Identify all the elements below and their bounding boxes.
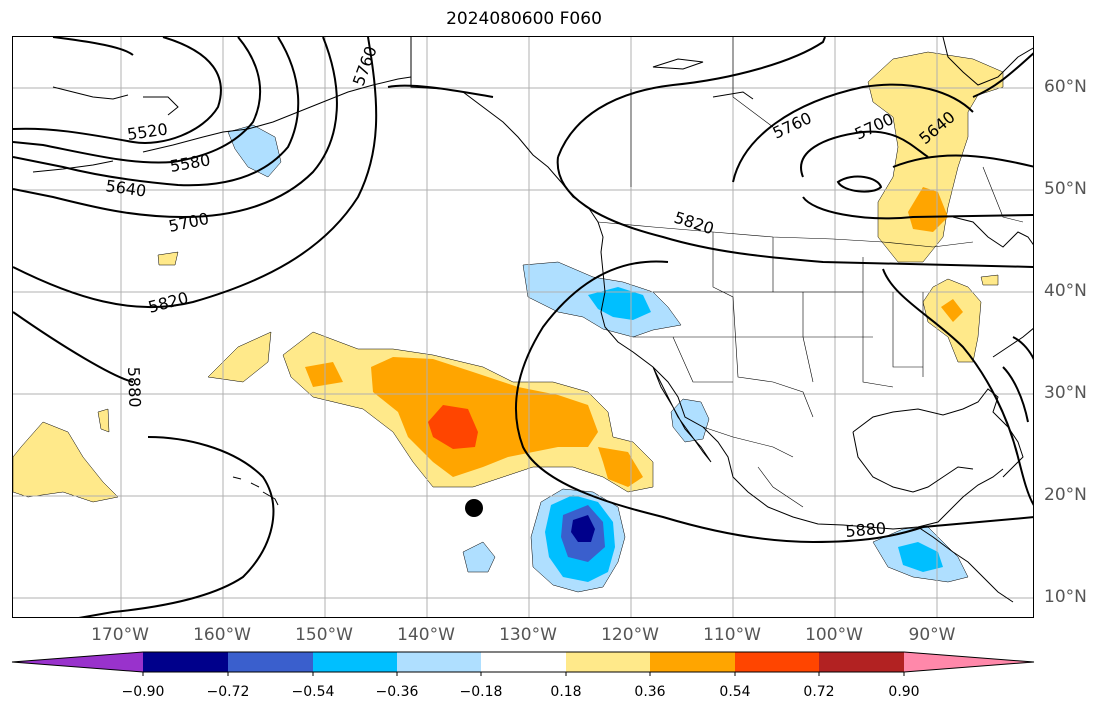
colorbar-tick: −0.90	[121, 684, 165, 700]
colorbar-segment	[313, 652, 397, 672]
colorbar-segment	[481, 652, 566, 672]
colorbar-tick: −0.18	[459, 684, 503, 700]
contour-label: 5520	[126, 119, 169, 143]
lon-label: 100°W	[805, 625, 863, 645]
negative-anomaly-small	[462, 541, 496, 573]
colorbar-segment	[904, 652, 1034, 672]
contour-label: 5640	[104, 176, 147, 200]
colorbar-tick: 0.18	[550, 684, 582, 700]
positive-anomaly-small2	[97, 408, 110, 433]
colorbar-segment	[650, 652, 735, 672]
height-contours	[13, 37, 1033, 617]
lon-label: 170°W	[91, 625, 149, 645]
contour-label: 5700	[167, 209, 211, 236]
negative-anomaly-pacific-core	[571, 515, 595, 542]
colorbar-segment	[397, 652, 481, 672]
colorbar-segment	[143, 652, 228, 672]
colorbar-tick: 0.90	[888, 684, 920, 700]
colorbar-tick: −0.36	[375, 684, 419, 700]
colorbar	[11, 651, 1035, 676]
map-panel: 5520 5580 5640 5700 5760 5820 5880 5760 …	[12, 36, 1034, 618]
colorbar-tick: 0.72	[803, 684, 835, 700]
colorbar-segment	[566, 652, 650, 672]
lon-label: 140°W	[397, 625, 455, 645]
positive-anomaly-small3	[157, 251, 179, 266]
contour-label: 5700	[852, 109, 897, 143]
positive-anomaly-canada-orange	[908, 187, 948, 232]
contour-label: 5880	[124, 366, 144, 407]
graticule	[13, 37, 1033, 617]
storm-center-marker	[465, 499, 483, 517]
lat-label: 60°N	[1044, 77, 1087, 97]
colorbar-tick: 0.54	[719, 684, 751, 700]
positive-anomaly-orange-small	[305, 362, 343, 387]
political-borders	[410, 37, 1024, 508]
lon-label: 110°W	[703, 625, 761, 645]
colorbar-tick: 0.36	[634, 684, 666, 700]
map-title: 2024080600 F060	[446, 9, 602, 29]
colorbar-segment	[228, 652, 313, 672]
positive-anomaly-orange-east	[598, 447, 643, 487]
negative-anomaly-baja	[670, 398, 710, 443]
colorbar-tick: −0.72	[206, 684, 250, 700]
lat-label: 50°N	[1044, 179, 1087, 199]
negative-anomaly-central-america-dark	[898, 542, 943, 572]
positive-anomaly-west	[13, 421, 119, 503]
colorbar-segment	[819, 652, 904, 672]
contour-label: 5760	[349, 44, 381, 89]
lon-label: 150°W	[295, 625, 353, 645]
positive-anomaly-small1	[207, 331, 272, 383]
colorbar-tick: −0.54	[291, 684, 335, 700]
lon-label: 120°W	[601, 625, 659, 645]
lon-label: 90°W	[908, 625, 956, 645]
lon-label: 160°W	[193, 625, 251, 645]
contour-label: 5880	[845, 519, 887, 541]
lat-label: 40°N	[1044, 281, 1087, 301]
lat-label: 30°N	[1044, 383, 1087, 403]
lat-label: 10°N	[1044, 587, 1087, 607]
colorbar-segment	[735, 652, 819, 672]
negative-anomaly-california-dark	[588, 287, 651, 320]
lat-label: 20°N	[1044, 485, 1087, 505]
contour-label: 5580	[168, 150, 211, 176]
map-canvas: 5520 5580 5640 5700 5760 5820 5880 5760 …	[13, 37, 1033, 617]
negative-anomaly-alaska	[227, 124, 282, 178]
positive-anomaly-central-orange	[371, 357, 598, 477]
contour-label: 5820	[672, 208, 717, 239]
positive-anomaly-red	[428, 405, 478, 449]
anomaly-shading	[13, 51, 1004, 593]
lon-label: 130°W	[499, 625, 557, 645]
positive-anomaly-us-east-orange	[941, 299, 963, 322]
positive-anomaly-east-small	[980, 274, 999, 286]
coastlines	[32, 37, 1033, 603]
colorbar-segment	[12, 652, 143, 672]
